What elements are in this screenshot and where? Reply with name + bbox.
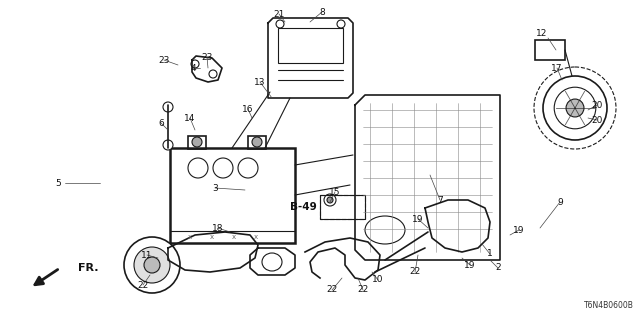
Circle shape xyxy=(276,20,284,28)
Text: 1: 1 xyxy=(487,250,493,259)
Text: 8: 8 xyxy=(319,7,325,17)
Text: B-49: B-49 xyxy=(290,202,317,212)
Text: x: x xyxy=(210,234,214,240)
Text: 13: 13 xyxy=(254,77,266,86)
Text: 17: 17 xyxy=(551,63,563,73)
Text: 4: 4 xyxy=(190,63,196,73)
Bar xyxy=(320,195,365,219)
Circle shape xyxy=(324,194,336,206)
Circle shape xyxy=(124,237,180,293)
Circle shape xyxy=(213,158,233,178)
Bar xyxy=(320,195,365,219)
Text: 23: 23 xyxy=(202,52,212,61)
Text: 3: 3 xyxy=(212,183,218,193)
Text: 22: 22 xyxy=(138,281,148,290)
Circle shape xyxy=(188,158,208,178)
Text: 20: 20 xyxy=(591,116,603,124)
Text: 14: 14 xyxy=(184,114,196,123)
Text: FR.: FR. xyxy=(78,263,99,273)
Text: 18: 18 xyxy=(212,223,224,233)
Bar xyxy=(535,40,565,60)
Text: 7: 7 xyxy=(437,196,443,204)
Circle shape xyxy=(163,102,173,112)
Text: 19: 19 xyxy=(412,214,424,223)
Text: 19: 19 xyxy=(513,226,525,235)
Text: 12: 12 xyxy=(536,28,548,37)
Text: 23: 23 xyxy=(158,55,170,65)
Bar xyxy=(170,148,295,243)
Circle shape xyxy=(554,87,596,129)
Text: 22: 22 xyxy=(357,285,369,294)
Text: 11: 11 xyxy=(141,251,153,260)
Circle shape xyxy=(163,140,173,150)
Circle shape xyxy=(327,197,333,203)
Text: 9: 9 xyxy=(557,197,563,206)
Circle shape xyxy=(192,137,202,147)
Text: 20: 20 xyxy=(591,100,603,109)
Circle shape xyxy=(543,76,607,140)
Circle shape xyxy=(144,257,160,273)
Circle shape xyxy=(252,137,262,147)
Text: x: x xyxy=(254,234,258,240)
Ellipse shape xyxy=(262,253,282,271)
Text: x: x xyxy=(188,234,192,240)
Text: 6: 6 xyxy=(158,118,164,127)
Text: 21: 21 xyxy=(273,10,285,19)
Circle shape xyxy=(191,60,199,68)
Circle shape xyxy=(134,247,170,283)
Circle shape xyxy=(209,70,217,78)
Text: 10: 10 xyxy=(372,276,384,284)
Text: 16: 16 xyxy=(243,105,253,114)
Text: 15: 15 xyxy=(329,188,340,196)
Bar xyxy=(278,28,343,63)
Text: 19: 19 xyxy=(464,260,476,269)
Bar xyxy=(248,136,266,149)
Text: x: x xyxy=(232,234,236,240)
Circle shape xyxy=(238,158,258,178)
Text: 2: 2 xyxy=(495,263,501,273)
Text: T6N4B0600B: T6N4B0600B xyxy=(584,301,634,310)
Circle shape xyxy=(566,99,584,117)
Text: 22: 22 xyxy=(326,285,338,294)
Text: 5: 5 xyxy=(55,179,61,188)
Ellipse shape xyxy=(365,216,405,244)
Text: 22: 22 xyxy=(410,268,420,276)
Circle shape xyxy=(337,20,345,28)
Bar xyxy=(188,136,206,149)
